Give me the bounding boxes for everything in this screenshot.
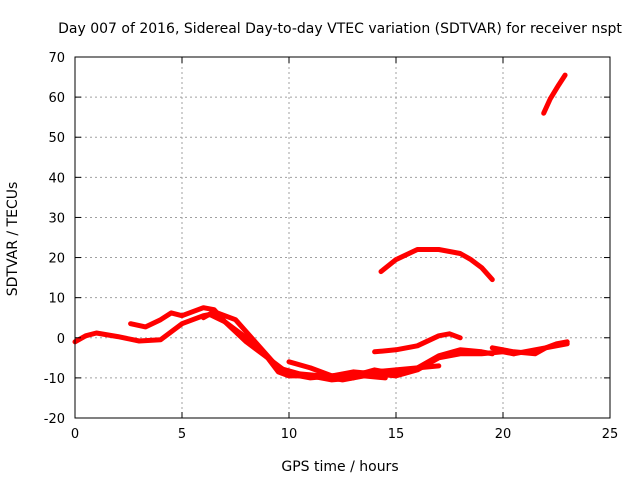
y-tick-label: -10	[44, 372, 65, 387]
x-tick-label: 0	[71, 427, 79, 442]
y-tick-label: 40	[48, 171, 65, 186]
x-tick-label: 20	[495, 427, 512, 442]
series-line-track-9	[489, 341, 570, 357]
y-tick-label: -20	[44, 412, 65, 427]
grid-layer	[75, 57, 610, 418]
series-layer	[72, 72, 570, 383]
series-line-track-6	[372, 331, 463, 355]
x-axis-label: GPS time / hours	[281, 459, 398, 475]
chart-title: Day 007 of 2016, Sidereal Day-to-day VTE…	[58, 21, 622, 37]
y-tick-label: 50	[48, 131, 65, 146]
plot-frame	[74, 56, 611, 419]
x-tick-label: 15	[388, 427, 405, 442]
x-tick-label: 25	[602, 427, 619, 442]
y-tick-label: 0	[57, 332, 65, 347]
series-line-track-5	[350, 347, 495, 379]
x-tick-label: 5	[178, 427, 186, 442]
series-line-track-7	[378, 247, 495, 283]
x-tick-label: 10	[281, 427, 298, 442]
y-axis-label: SDTVAR / TECUs	[5, 182, 21, 297]
y-tick-label: 30	[48, 211, 65, 226]
tick-layer: 0 5 10 15 20 25 -20 -10 0 10 20 30 40 50 60 70	[44, 51, 619, 442]
y-tick-label: 60	[48, 91, 65, 106]
series-line-track-3	[200, 309, 388, 383]
y-tick-label: 70	[48, 51, 65, 66]
series-line-track-2	[128, 305, 517, 381]
series-line-track-10	[541, 72, 568, 116]
y-tick-label: 20	[48, 252, 65, 267]
y-tick-label: 10	[48, 292, 65, 307]
